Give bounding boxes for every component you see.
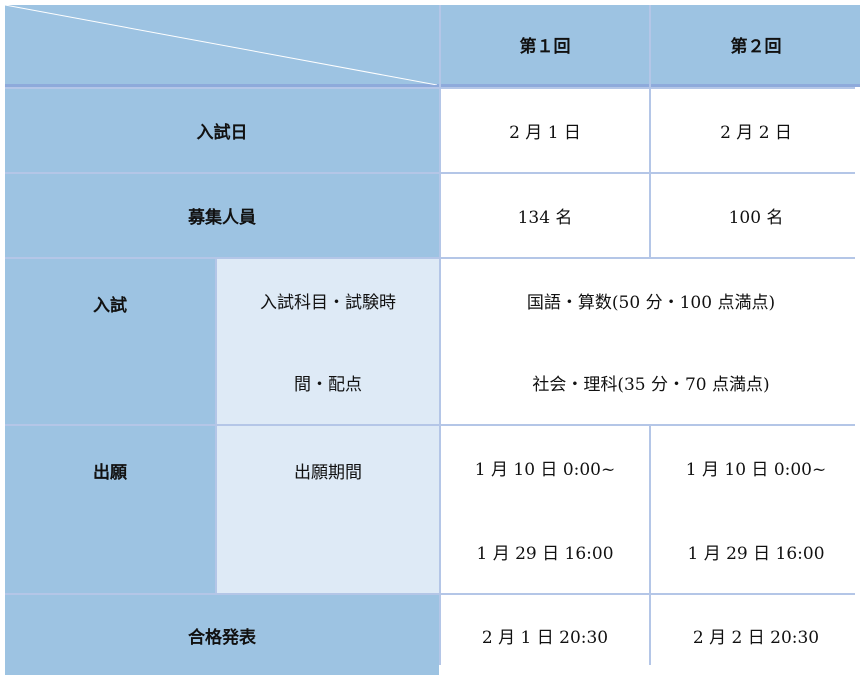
exam-schedule-table: 第１回 第２回 入試日 2 月 1 日 2 月 2 日 募集人員 134 名 1…: [5, 5, 860, 675]
diagonal-line: [5, 5, 437, 85]
label-application: 出願: [5, 426, 215, 593]
exam-subjects-line-1: 入試科目・試験時: [260, 292, 396, 313]
announcement-round-2: 2 月 2 日 20:30: [651, 595, 860, 675]
exam-subjects-line-2: 間・配点: [294, 375, 362, 396]
application-end-round-2: 1 月 29 日 16:00: [687, 543, 825, 564]
label-announcement: 合格発表: [5, 595, 439, 675]
label-application-period: 出願期間: [217, 426, 439, 593]
label-exam: 入試: [5, 259, 215, 424]
exam-subjects-value: 国語・算数(50 分・100 点満点) 社会・理科(35 分・70 点満点): [441, 259, 860, 424]
application-period-round-1: 1 月 10 日 0:00~ 1 月 29 日 16:00: [441, 426, 649, 593]
application-start-round-2: 1 月 10 日 0:00~: [685, 460, 827, 481]
label-capacity: 募集人員: [5, 174, 439, 257]
application-start-round-1: 1 月 10 日 0:00~: [474, 460, 616, 481]
exam-date-round-1: 2 月 1 日: [441, 89, 649, 172]
label-exam-subjects: 入試科目・試験時 間・配点: [217, 259, 439, 424]
capacity-round-1: 134 名: [441, 174, 649, 257]
header-round-2: 第２回: [651, 5, 860, 87]
label-exam-date: 入試日: [5, 89, 439, 172]
exam-subjects-value-line-1: 国語・算数(50 分・100 点満点): [526, 292, 776, 313]
application-period-round-2: 1 月 10 日 0:00~ 1 月 29 日 16:00: [651, 426, 860, 593]
exam-date-round-2: 2 月 2 日: [651, 89, 860, 172]
application-end-round-1: 1 月 29 日 16:00: [476, 543, 614, 564]
announcement-round-1: 2 月 1 日 20:30: [441, 595, 649, 675]
capacity-round-2: 100 名: [651, 174, 860, 257]
header-round-1: 第１回: [441, 5, 649, 87]
corner-cell: [5, 5, 439, 87]
exam-subjects-value-line-2: 社会・理科(35 分・70 点満点): [532, 375, 770, 396]
